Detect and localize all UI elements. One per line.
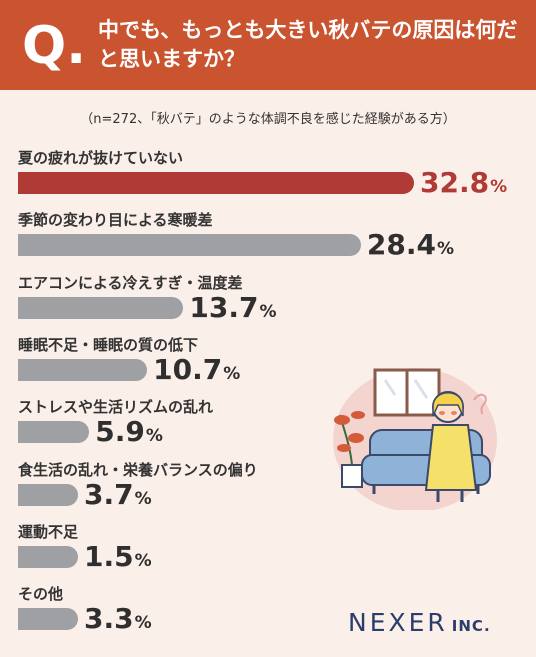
bar [18, 358, 148, 381]
question-header: Q. 中でも、もっとも大きい秋バテの原因は何だと思いますか？ [0, 0, 536, 90]
category-label: 夏の疲れが抜けていない [18, 149, 184, 167]
value-unit: % [134, 550, 152, 571]
value-number: 3.7 [84, 477, 134, 511]
value-unit: % [436, 239, 455, 260]
value-unit: % [259, 301, 277, 322]
value-unit: % [134, 613, 152, 634]
bar [18, 172, 414, 194]
value-unit: % [223, 363, 241, 384]
value-number: 10.7 [153, 352, 223, 386]
value-label: 1.5% [84, 539, 152, 576]
bar [18, 545, 78, 568]
value-number: 32.8 [420, 166, 490, 199]
logo-name: NEXER [348, 608, 448, 637]
category-label: エアコンによる冷えすぎ・温度差 [18, 273, 243, 292]
bar [18, 608, 78, 631]
value-unit: % [490, 177, 508, 197]
category-label: 季節の変わり目による寒暖差 [18, 211, 213, 230]
logo-suffix: INC. [451, 617, 491, 635]
bar [18, 421, 90, 444]
value-label: 32.8% [420, 168, 507, 202]
question-title: 中でも、もっとも大きい秋バテの原因は何だと思いますか？ [98, 18, 518, 71]
person-on-sofa-illustration [333, 368, 497, 510]
bar [18, 483, 78, 506]
value-label: 10.7% [153, 352, 241, 389]
value-label: 28.4% [367, 230, 454, 264]
question-mark: Q. [22, 16, 86, 76]
category-label: 食生活の乱れ・栄養バランスの偏り [18, 460, 258, 479]
value-label: 3.3% [84, 604, 152, 638]
sample-note: （n=272、「秋バテ」のような体調不良を感じた経験がある方） [80, 112, 456, 127]
value-number: 13.7 [189, 290, 259, 324]
value-label: 3.7% [84, 477, 152, 514]
value-label: 13.7% [189, 290, 277, 327]
value-number: 3.3 [84, 602, 134, 636]
value-number: 1.5 [84, 539, 134, 573]
category-label: 睡眠不足・睡眠の質の低下 [18, 335, 199, 354]
category-label: その他 [18, 585, 64, 604]
category-label: ストレスや生活リズムの乱れ [18, 398, 214, 417]
bar [18, 296, 184, 319]
value-unit: % [134, 488, 152, 509]
category-label: 運動不足 [18, 522, 79, 541]
value-label: 5.9% [95, 417, 163, 451]
nexer-logo: NEXER INC. [348, 608, 491, 637]
value-unit: % [145, 426, 163, 447]
value-number: 5.9 [95, 415, 145, 449]
value-number: 28.4 [366, 228, 436, 262]
bar [18, 234, 361, 257]
